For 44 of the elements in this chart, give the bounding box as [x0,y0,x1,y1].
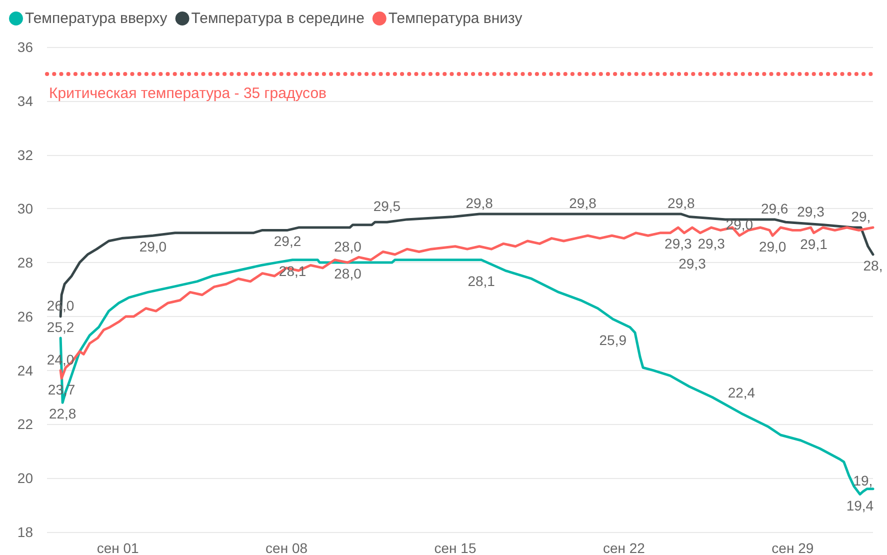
data-label: 29,0 [726,216,754,233]
y-tick-label: 32 [17,146,34,163]
data-label: 29,2 [274,233,302,250]
y-tick-label: 26 [17,308,34,324]
legend-label: Температура вверху [25,10,168,27]
y-tick-label: 30 [17,200,34,217]
data-label: 29,3 [664,236,692,252]
data-label: 29,8 [569,195,597,212]
data-label: 29,0 [139,238,167,255]
x-tick-label: сен 29 [772,540,814,555]
data-label: 22,8 [48,406,76,422]
data-label: 28, [863,257,883,274]
data-label: 28,0 [334,238,362,255]
data-label: 25,2 [46,319,74,335]
data-label: 19,4 [846,497,874,514]
ref-line-label: Критическая температура - 35 градусов [49,84,327,102]
data-label: 29,3 [698,236,726,252]
data-label: 29,6 [760,200,788,216]
x-tick-label: сен 22 [602,540,646,555]
data-label: 29, [851,208,871,225]
x-tick-label: сен 15 [434,540,476,555]
data-label: 29,8 [466,195,494,212]
data-label: 29,5 [373,198,401,214]
data-label: 19, [853,472,873,489]
legend-label: Температура внизу [388,10,523,27]
x-tick-label: сен 08 [266,540,308,555]
legend-label: Температура в середине [191,10,364,27]
y-tick-label: 20 [17,470,34,486]
data-label: 25,9 [599,332,627,348]
data-label: 29,0 [758,238,786,255]
data-label: 29,3 [678,256,706,272]
data-label: 29,8 [668,195,696,212]
data-label: 28,0 [334,266,362,282]
data-label: 28,1 [468,272,496,289]
y-tick-label: 28 [17,254,34,271]
data-label: 29,3 [797,204,825,220]
y-tick-label: 36 [17,39,34,55]
data-label: 22,4 [728,384,756,400]
y-tick-label: 24 [17,362,34,378]
x-tick-label: сен 01 [96,540,139,555]
data-label: 29,1 [800,236,828,252]
y-tick-label: 22 [17,416,34,432]
y-tick-label: 18 [17,524,34,540]
y-tick-label: 34 [17,92,34,109]
